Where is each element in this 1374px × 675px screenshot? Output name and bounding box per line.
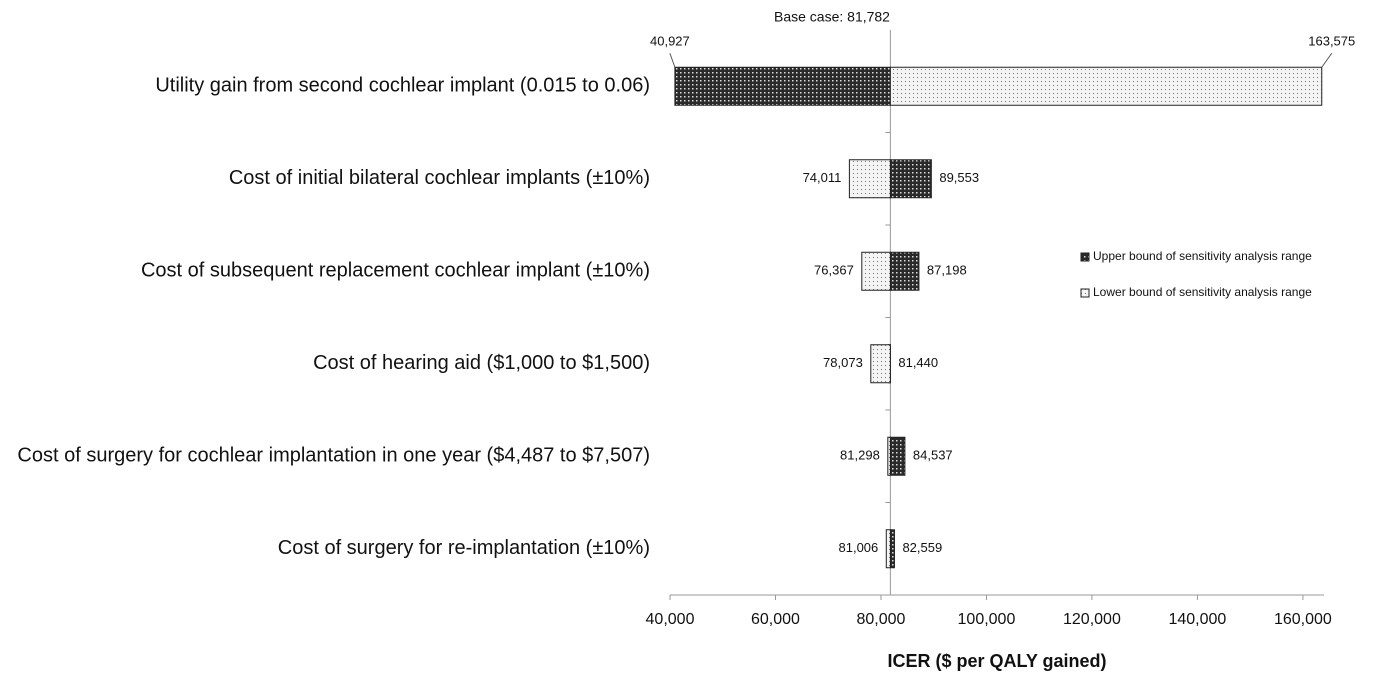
bar [870,344,891,384]
value-label: 81,440 [898,355,938,370]
bar [889,436,906,476]
category-label: Cost of surgery for cochlear implantatio… [17,445,650,467]
leader [1321,52,1333,68]
value-label: 81,006 [839,540,879,555]
bar [861,251,891,291]
value-label: 81,298 [840,448,880,463]
bar [887,436,891,476]
value-label: 74,011 [803,170,842,185]
x-tick-label: 60,000 [751,611,800,628]
category-label: Cost of initial bilateral cochlear impla… [229,167,650,189]
legend-label: Lower bound of sensitivity analysis rang… [1093,285,1312,299]
bar [889,529,895,569]
x-tick-label: 40,000 [646,611,695,628]
leader [669,53,676,68]
legend-label: Upper bound of sensitivity analysis rang… [1093,249,1312,263]
value-label: 78,073 [823,355,863,370]
x-axis-title: ICER ($ per QALY gained) [887,651,1106,671]
value-label: 87,198 [927,263,967,278]
category-label: Utility gain from second cochlear implan… [155,75,650,97]
value-label: 76,367 [814,263,854,278]
value-label: 82,559 [902,540,942,555]
bar [674,66,891,106]
category-label: Cost of hearing aid ($1,000 to $1,500) [313,352,650,374]
x-tick-label: 160,000 [1274,611,1332,628]
legend-swatch [1080,252,1090,262]
value-label: 163,575 [1308,34,1355,49]
value-label: 89,553 [939,170,979,185]
bar [889,159,932,199]
bar [889,66,1323,106]
value-label: 40,927 [650,34,690,49]
value-label: 84,537 [913,448,953,463]
x-tick-label: 80,000 [856,611,905,628]
bar [885,529,891,569]
bar [848,159,891,199]
x-tick-label: 140,000 [1168,611,1226,628]
x-tick-label: 120,000 [1063,611,1121,628]
base-label: Base case: 81,782 [774,9,890,25]
category-label: Cost of subsequent replacement cochlear … [141,260,650,282]
bar [889,251,920,291]
category-label: Cost of surgery for re-implantation (±10… [278,537,650,559]
x-tick-label: 100,000 [958,611,1016,628]
legend-swatch [1080,288,1090,298]
